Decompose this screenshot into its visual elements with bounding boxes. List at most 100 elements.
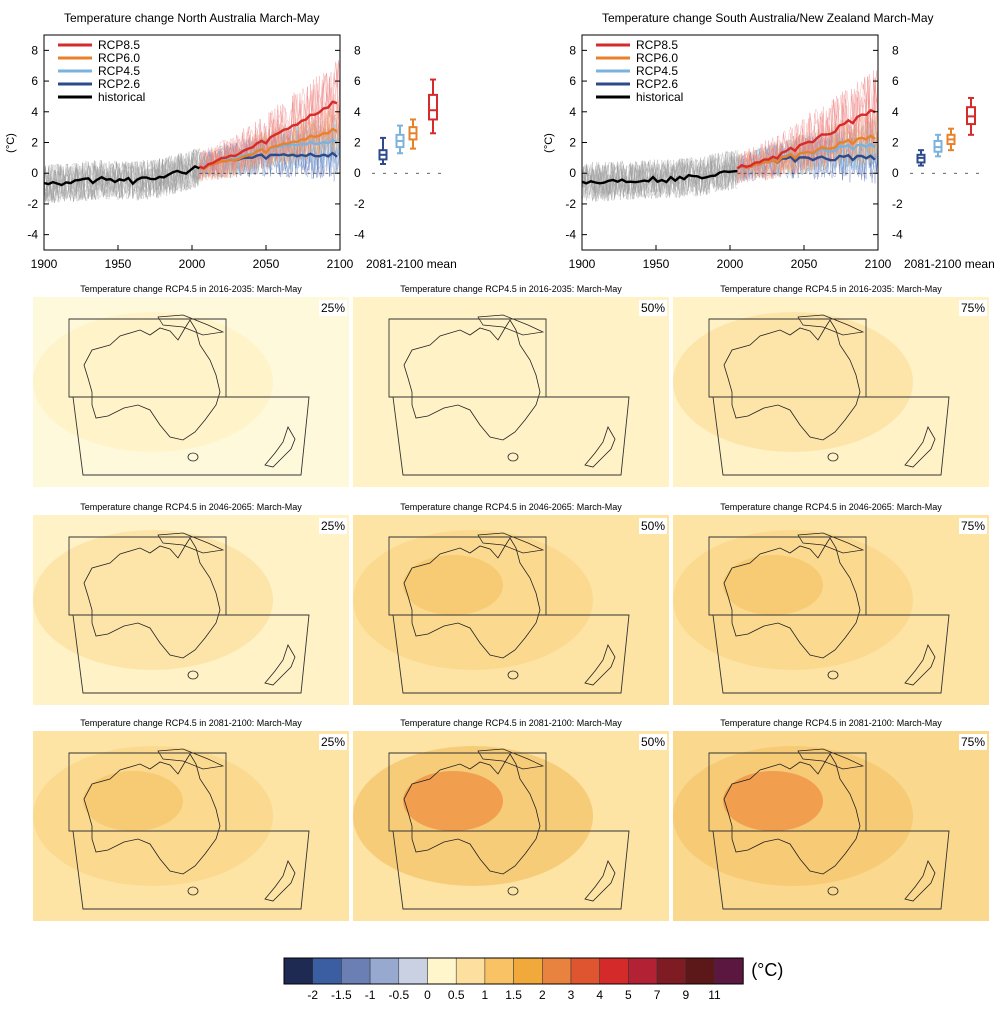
y-axis-label: (°C) [5,133,17,153]
new-zealand-coastline [584,644,616,686]
legend-label: historical [636,90,683,104]
map-title: Temperature change RCP4.5 in 2081-2100: … [720,718,942,728]
warming-core [403,555,503,615]
y-tick-label: -4 [27,228,38,242]
australia-coastline [83,753,221,875]
tasmania-coastline [187,670,199,680]
new-zealand-coastline [904,860,936,902]
series-line-historical [581,169,738,185]
percentile-label: 50% [639,518,668,534]
boxplot-rcp4-5 [395,124,405,155]
y-tick-label: 2 [569,136,576,150]
percentile-label: 75% [959,734,988,750]
percentile-label: 25% [319,300,348,316]
colorbar-swatch [283,957,313,985]
australia-coastline [723,319,861,441]
map-title: Temperature change RCP4.5 in 2046-2065: … [80,502,302,512]
south-australia-nz-region [72,614,310,694]
warming-field [353,312,593,452]
map-title: Temperature change RCP4.5 in 2016-2035: … [400,284,622,294]
series-line-historical [43,165,200,187]
ensemble-noise [43,60,341,204]
warming-core [83,771,183,831]
colorbar-tick-label: -0.5 [388,988,409,1002]
series-line-rcp6-0 [736,134,876,170]
x-tick-label: 2100 [327,257,354,271]
colorbar-swatch [312,957,342,985]
y-tick-label-right: 2 [892,136,899,150]
legend-label: historical [98,90,145,104]
colorbar-swatch [599,957,629,985]
percentile-label: 50% [639,734,668,750]
tasmania-coastline [507,452,519,462]
boxplot-rcp2-6 [916,149,926,167]
scenario-member-line [199,72,341,178]
historical-member-line [581,151,738,200]
percentile-label: 50% [639,300,668,316]
colorbar-swatch [714,957,744,985]
colorbar-frame [283,957,744,985]
y-tick-label: 6 [569,74,576,88]
new-zealand-coastline [264,426,296,468]
series-line-rcp6-0 [198,127,338,171]
chart-title: Temperature change South Australia/New Z… [602,11,934,25]
new-zealand-coastline [904,644,936,686]
warming-field [33,530,273,670]
warming-field [673,312,913,452]
south-australia-nz-region [712,614,950,694]
new-guinea-coastline [157,314,225,336]
boxplot-rcp6-0 [408,118,418,150]
y-tick-label: 8 [569,43,576,57]
y-tick-label-right: -4 [892,228,903,242]
colorbar-swatch [656,957,687,985]
new-guinea-coastline [797,314,865,336]
x-tick-label: 2000 [179,257,206,271]
colorbar-swatch [628,957,658,985]
legend-label: RCP4.5 [98,64,140,78]
tasmania-coastline [187,886,199,896]
australia-coastline [723,537,861,659]
boxplot-axis-label: 2081-2100 mean [366,257,457,271]
map-panel [33,731,349,921]
boxplot-box [428,93,438,121]
timeseries-north-australia: Temperature change North Australia March… [5,11,457,271]
new-guinea-coastline [477,532,545,554]
map-panel [33,297,349,487]
colorbar-tick-label: 1.5 [505,988,522,1002]
boxplot-rcp4-5 [933,133,943,158]
y-axis-label: (°C) [543,133,555,153]
south-australia-nz-region [712,396,950,476]
legend-label: RCP6.0 [636,51,678,65]
percentile-label: 75% [959,300,988,316]
new-zealand-coastline [264,860,296,902]
colorbar-swatch [570,957,600,985]
y-tick-label-right: 6 [354,74,361,88]
warming-field [33,312,273,452]
colorbar-tick-label: 4 [596,988,603,1002]
colorbar-tick-label: 0.5 [448,988,465,1002]
colorbar-tick-label: 2 [539,988,546,1002]
map-title: Temperature change RCP4.5 in 2081-2100: … [80,718,302,728]
y-tick-label-right: 6 [892,74,899,88]
legend-label: RCP2.6 [98,77,140,91]
colorbar-swatch [427,957,457,985]
legend-label: RCP8.5 [98,38,140,52]
x-tick-label: 2050 [791,257,818,271]
colorbar-swatch [398,957,428,985]
colorbar-swatch [341,957,371,985]
tasmania-coastline [827,886,839,896]
x-tick-label: 1900 [569,257,596,271]
scenario-member-line [737,70,879,184]
colorbar-swatch [369,957,400,985]
colorbar-tick-label: 11 [708,988,721,1002]
chart-title: Temperature change North Australia March… [64,11,319,25]
map-panel [353,731,669,921]
australia-coastline [403,537,541,659]
colorbar-swatch [685,957,715,985]
australia-coastline [83,319,221,441]
boxplot-rcp8-5 [966,96,976,136]
colorbar-swatch [513,957,543,985]
boxplot-rcp2-6 [378,136,388,165]
map-panel [33,515,349,705]
tasmania-coastline [187,452,199,462]
